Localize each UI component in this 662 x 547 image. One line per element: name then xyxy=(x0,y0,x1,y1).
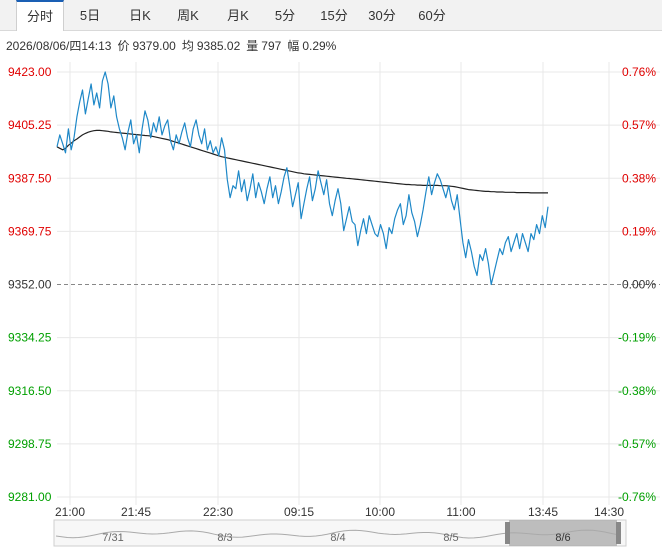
navigator-date-label: 8/4 xyxy=(330,532,345,544)
x-tick-label: 13:45 xyxy=(528,505,558,519)
x-tick-label: 11:00 xyxy=(446,505,475,519)
price-value: 9379.00 xyxy=(132,39,176,53)
tab-7[interactable]: 15分 xyxy=(320,8,348,23)
tab-2[interactable]: 5日 xyxy=(79,8,101,23)
avg-price-line xyxy=(56,129,548,194)
y-tick-label-left: 9334.25 xyxy=(8,331,52,345)
y-tick-label-right: -0.76% xyxy=(618,490,656,504)
y-tick-label-right: -0.38% xyxy=(618,384,656,398)
y-tick-label-left: 9281.00 xyxy=(8,490,52,504)
navigator-date-label: 8/3 xyxy=(217,532,232,544)
volume-value: 797 xyxy=(261,39,282,53)
x-tick-label: 22:30 xyxy=(203,505,233,519)
change-value: 0.29% xyxy=(302,39,337,53)
tab-3[interactable]: 日K xyxy=(129,8,151,23)
navigator-handle-right[interactable] xyxy=(616,522,621,544)
volume-label: 量 xyxy=(246,39,259,53)
y-tick-label-right: 0.19% xyxy=(622,224,656,238)
y-tick-label-right: 0.76% xyxy=(622,65,656,79)
y-tick-label-right: -0.57% xyxy=(618,437,656,451)
navigator-selection[interactable] xyxy=(509,520,617,546)
navigator-date-label: 8/5 xyxy=(443,532,458,544)
price-label: 价 xyxy=(117,39,130,53)
y-tick-label-right: 0.38% xyxy=(622,171,656,185)
tab-4[interactable]: 周K xyxy=(177,8,199,23)
y-tick-label-right: 0.00% xyxy=(622,278,656,292)
navigator-date-label: 8/6 xyxy=(555,532,570,544)
tab-1[interactable]: 分时 xyxy=(16,0,64,31)
quote-info-bar: 2026/08/06/四14:13 价 9379.00 均 9385.02 量 797 幅 0.… xyxy=(6,37,342,54)
y-tick-label-left: 9298.75 xyxy=(8,437,52,451)
tab-6[interactable]: 5分 xyxy=(274,8,296,23)
y-tick-label-left: 9423.00 xyxy=(8,65,52,79)
tab-9[interactable]: 60分 xyxy=(418,8,446,23)
y-tick-label-left: 9352.00 xyxy=(8,278,52,292)
x-tick-label: 09:15 xyxy=(284,505,314,519)
navigator-date-label: 7/31 xyxy=(102,532,123,544)
avg-value: 9385.02 xyxy=(196,39,241,53)
y-tick-label-right: -0.19% xyxy=(618,331,656,345)
y-tick-label-left: 9405.25 xyxy=(8,118,52,132)
x-tick-label: 10:00 xyxy=(365,505,395,519)
y-tick-label-left: 9316.50 xyxy=(8,384,52,398)
quote-datetime: 2026/08/06/四14:13 xyxy=(6,39,112,53)
y-tick-label-right: 0.57% xyxy=(622,118,656,132)
price-line xyxy=(56,71,549,286)
period-tab-bar: 分时 5日 日K 周K 月K 5分 15分 30分 60分 xyxy=(0,0,662,31)
change-label: 幅 xyxy=(287,39,300,53)
tab-8[interactable]: 30分 xyxy=(368,8,396,23)
tab-5[interactable]: 月K xyxy=(227,8,249,23)
avg-label: 均 xyxy=(181,39,194,53)
y-tick-label-left: 9369.75 xyxy=(8,224,52,238)
y-tick-label-left: 9387.50 xyxy=(8,171,52,185)
x-tick-label: 14:30 xyxy=(594,505,624,519)
x-tick-label: 21:45 xyxy=(121,505,151,519)
x-tick-label: 21:00 xyxy=(55,505,85,519)
navigator-handle-left[interactable] xyxy=(505,522,510,544)
